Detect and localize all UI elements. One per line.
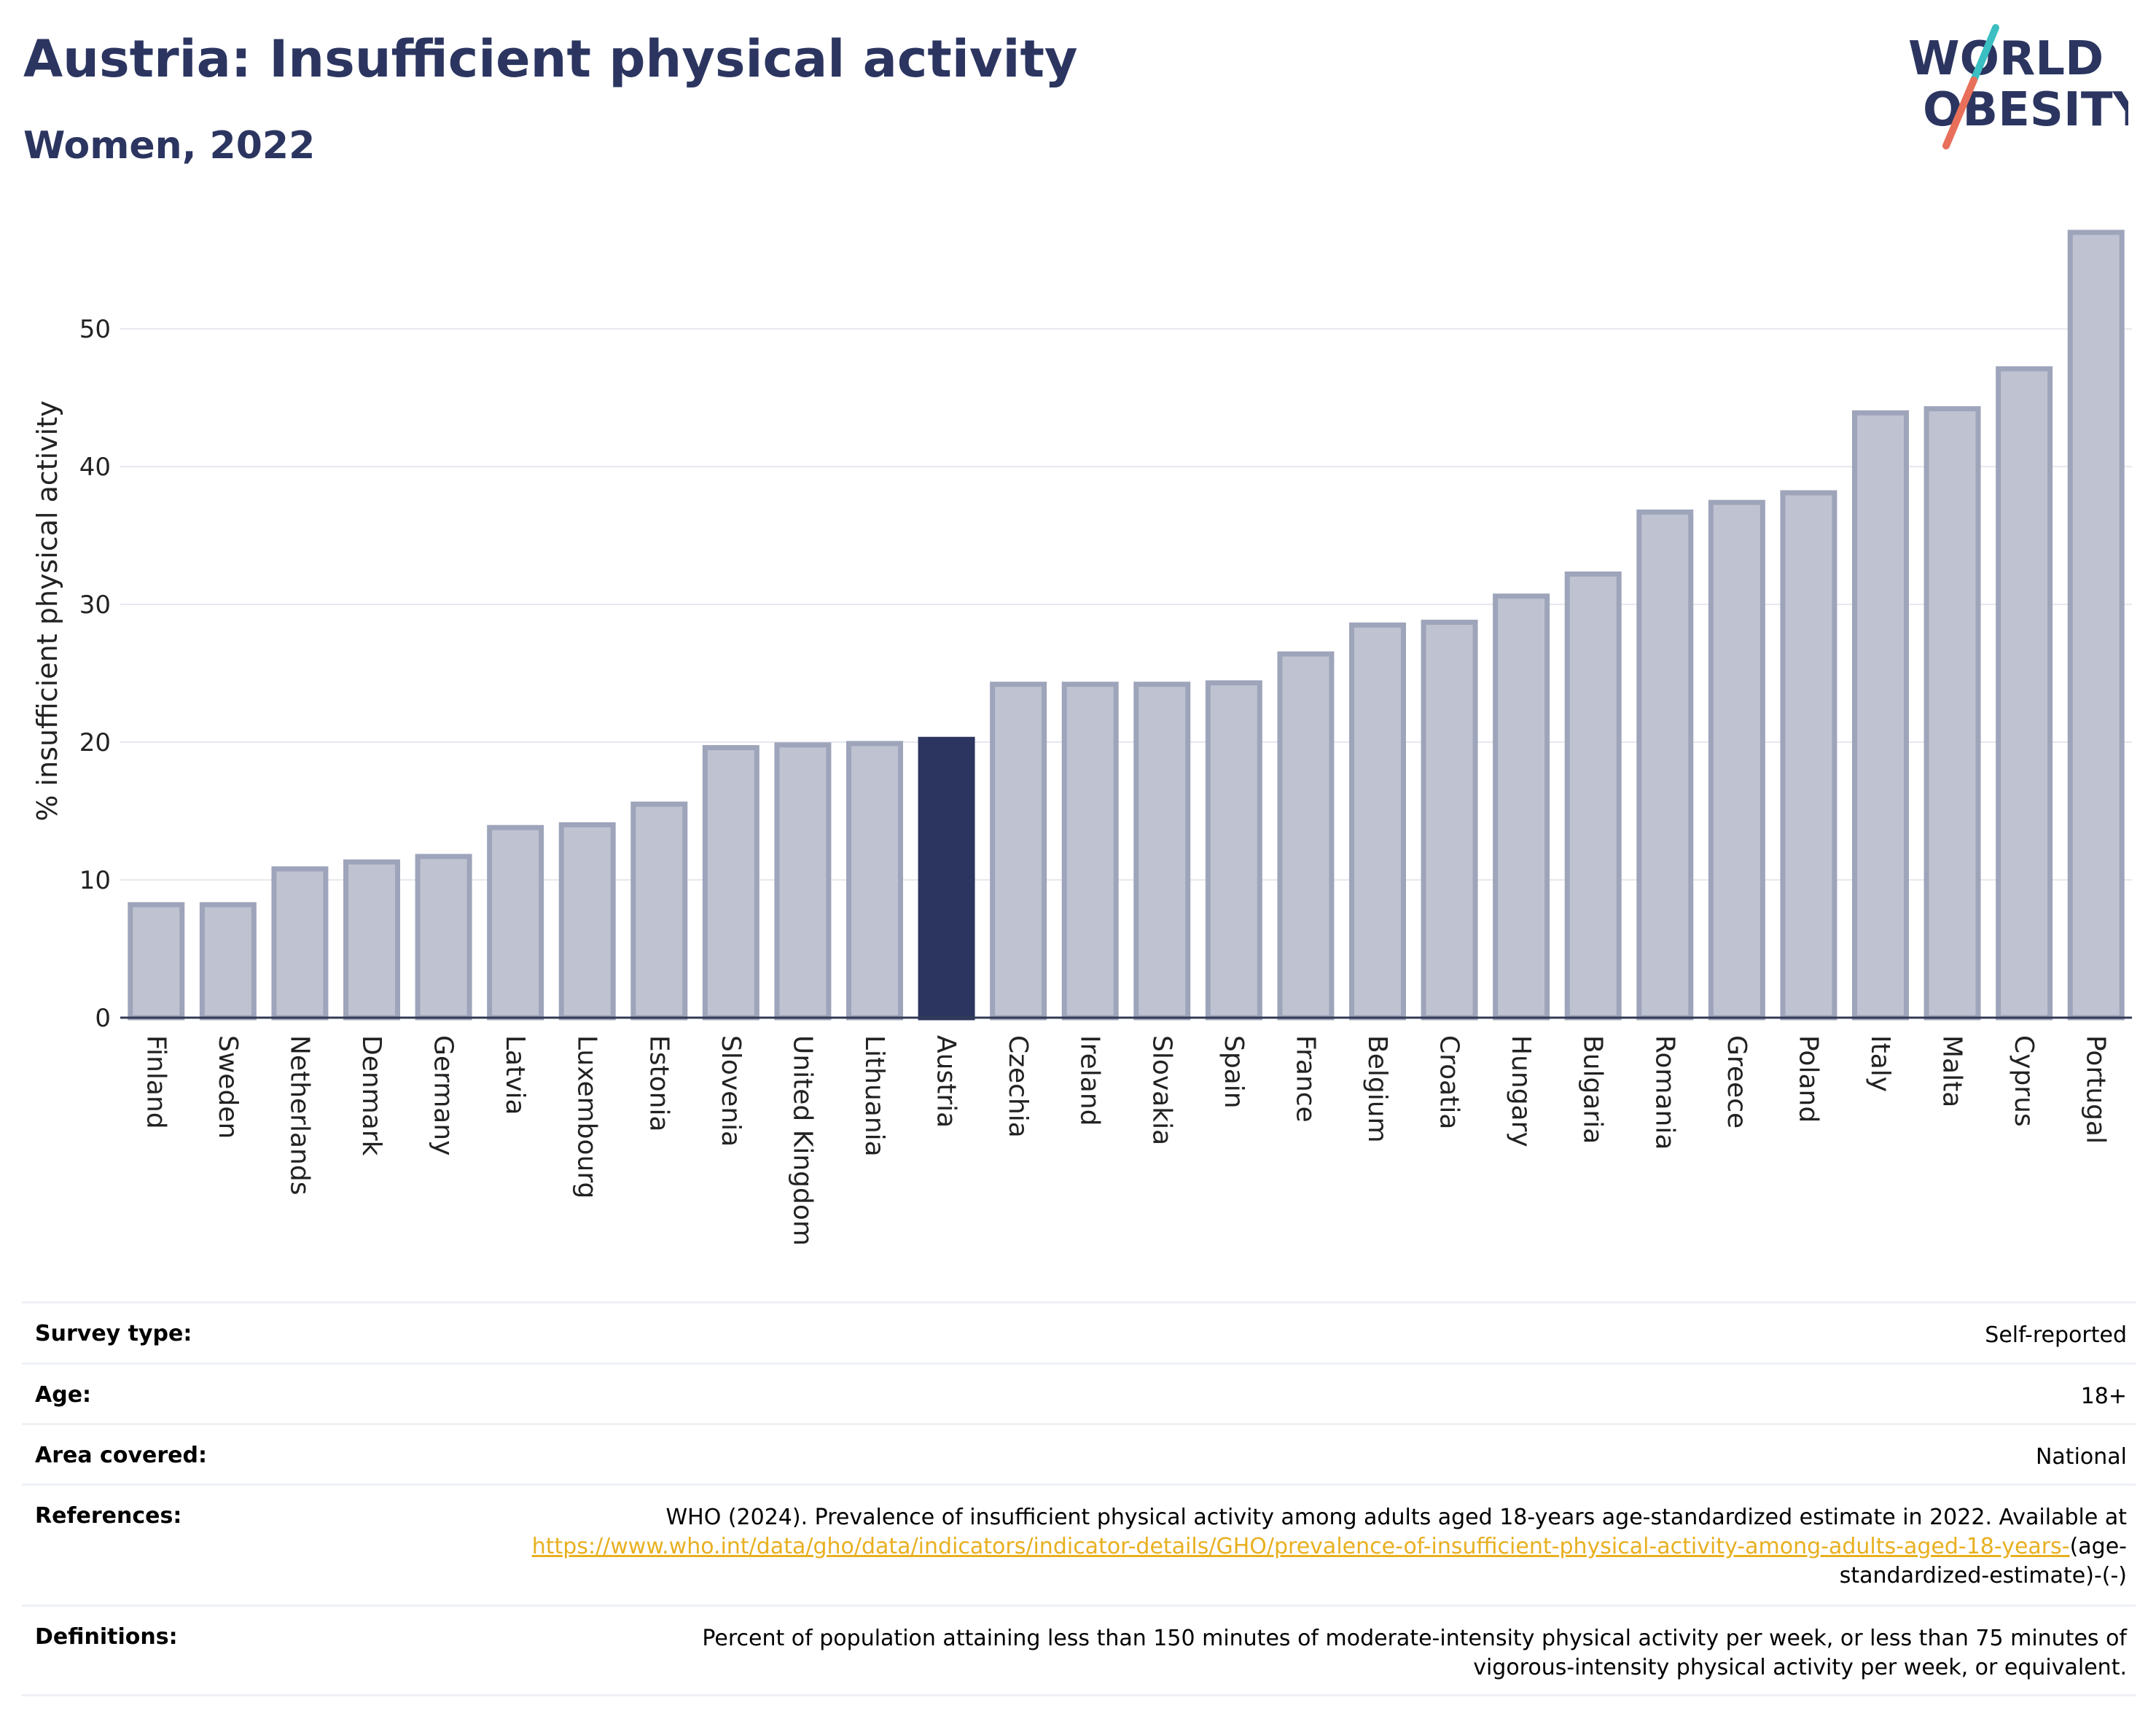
bar-cyprus (1996, 366, 2053, 1021)
bar-belgium (1349, 622, 1406, 1021)
x-tick-label: Slovakia (1147, 1035, 1176, 1145)
x-tick-label: Czechia (1003, 1035, 1033, 1138)
bar-slovakia (1133, 682, 1191, 1021)
info-row-survey-type: Survey type: Self-reported (22, 1301, 2136, 1362)
bar-malta (1923, 406, 1981, 1021)
x-tick-label: Germany (429, 1035, 458, 1155)
x-tick-label: Luxembourg (572, 1035, 602, 1198)
bar-finland (128, 902, 185, 1021)
info-row-definitions: Definitions: Percent of population attai… (22, 1605, 2136, 1696)
y-tick-label: 20 (79, 728, 111, 757)
definitions-value: Percent of population attaining less tha… (702, 1626, 2127, 1680)
references-text: WHO (2024). Prevalence of insufficient p… (665, 1505, 2127, 1530)
page-title: Austria: Insufficient physical activity (23, 29, 1078, 89)
y-tick-label: 30 (79, 590, 111, 620)
x-tick-label: Sweden (213, 1035, 243, 1139)
x-tick-label: Slovenia (716, 1035, 746, 1147)
info-table: Survey type: Self-reported Age: 18+ Area… (22, 1301, 2136, 1696)
bar-latvia (487, 824, 544, 1021)
bar-ireland (1061, 682, 1119, 1021)
bar-portugal (2067, 230, 2125, 1021)
bar-slovenia (702, 745, 759, 1021)
area-label: Area covered: (35, 1443, 207, 1468)
x-tick-label: Latvia (500, 1035, 530, 1115)
bar-united-kingdom (774, 742, 832, 1021)
world-obesity-logo: WORLD OBESITY (1908, 24, 2128, 149)
x-tick-label: United Kingdom (787, 1035, 817, 1246)
x-tick-label: Austria (931, 1035, 961, 1128)
x-tick-label: Finland (141, 1035, 171, 1129)
bar-poland (1780, 490, 1837, 1021)
x-tick-label: Italy (1865, 1035, 1895, 1092)
x-tick-label: Greece (1722, 1035, 1751, 1128)
y-tick-label: 50 (79, 315, 111, 344)
logo-slash-bottom (1942, 77, 1977, 149)
x-tick-label: Belgium (1362, 1035, 1392, 1143)
bar-lithuania (846, 741, 903, 1021)
x-tick-label: Bulgaria (1578, 1035, 1608, 1144)
bar-romania (1636, 509, 1694, 1021)
y-tick-label: 10 (79, 866, 111, 895)
y-axis-label: % insufficient physical activity (31, 400, 63, 821)
x-tick-label: Ireland (1075, 1035, 1105, 1126)
definitions-label: Definitions: (35, 1624, 178, 1650)
x-tick-label: Poland (1793, 1035, 1823, 1123)
references-value: WHO (2024). Prevalence of insufficient p… (523, 1503, 2127, 1591)
bar-bulgaria (1564, 571, 1622, 1021)
bar-sweden (199, 902, 257, 1021)
bar-czechia (990, 682, 1047, 1021)
page-subtitle: Women, 2022 (23, 124, 316, 168)
bar-hungary (1493, 593, 1550, 1021)
info-row-area: Area covered: National (22, 1423, 2136, 1483)
bar-croatia (1421, 620, 1478, 1021)
logo-line-world: WORLD (1908, 32, 2104, 86)
info-row-references: References: WHO (2024). Prevalence of in… (22, 1483, 2136, 1605)
survey-type-label: Survey type: (35, 1321, 192, 1346)
bar-denmark (343, 859, 400, 1021)
x-tick-label: Malta (1937, 1035, 1967, 1107)
bar-austria (918, 736, 975, 1021)
x-tick-label: France (1290, 1035, 1320, 1123)
x-tick-label: Spain (1219, 1035, 1249, 1109)
survey-type-value: Self-reported (1985, 1322, 2127, 1348)
area-value: National (2035, 1444, 2127, 1470)
references-label: References: (35, 1503, 182, 1529)
bar-luxembourg (558, 822, 616, 1021)
age-value: 18+ (2080, 1384, 2127, 1409)
x-tick-label: Denmark (356, 1035, 386, 1156)
x-tick-label: Hungary (1506, 1035, 1536, 1147)
x-tick-label: Croatia (1434, 1035, 1464, 1129)
x-tick-label: Netherlands (284, 1035, 314, 1195)
x-tick-label: Estonia (644, 1035, 673, 1132)
info-row-age: Age: 18+ (22, 1362, 2136, 1423)
x-tick-label: Portugal (2081, 1035, 2111, 1144)
logo-slash-top (1970, 24, 1999, 84)
references-suffix: (age-standardized-estimate)-(-) (1839, 1534, 2127, 1588)
x-tick-label: Lithuania (859, 1035, 889, 1157)
bar-italy (1852, 410, 1909, 1021)
bar-spain (1205, 680, 1262, 1021)
x-tick-label: Cyprus (2009, 1035, 2039, 1127)
y-tick-label: 40 (79, 453, 111, 482)
bar-estonia (630, 801, 688, 1021)
x-tick-label: Romania (1649, 1035, 1679, 1150)
bar-chart: 0 10 20 30 40 50 % insufficient physical activ… (31, 230, 2132, 1246)
bar-netherlands (271, 866, 329, 1021)
bar-greece (1708, 499, 1765, 1021)
references-link[interactable]: https://www.who.int/data/gho/data/indica… (531, 1534, 2070, 1559)
bar-germany (415, 854, 472, 1021)
y-tick-label: 0 (95, 1004, 111, 1033)
age-label: Age: (35, 1382, 92, 1408)
bar-france (1277, 651, 1335, 1021)
